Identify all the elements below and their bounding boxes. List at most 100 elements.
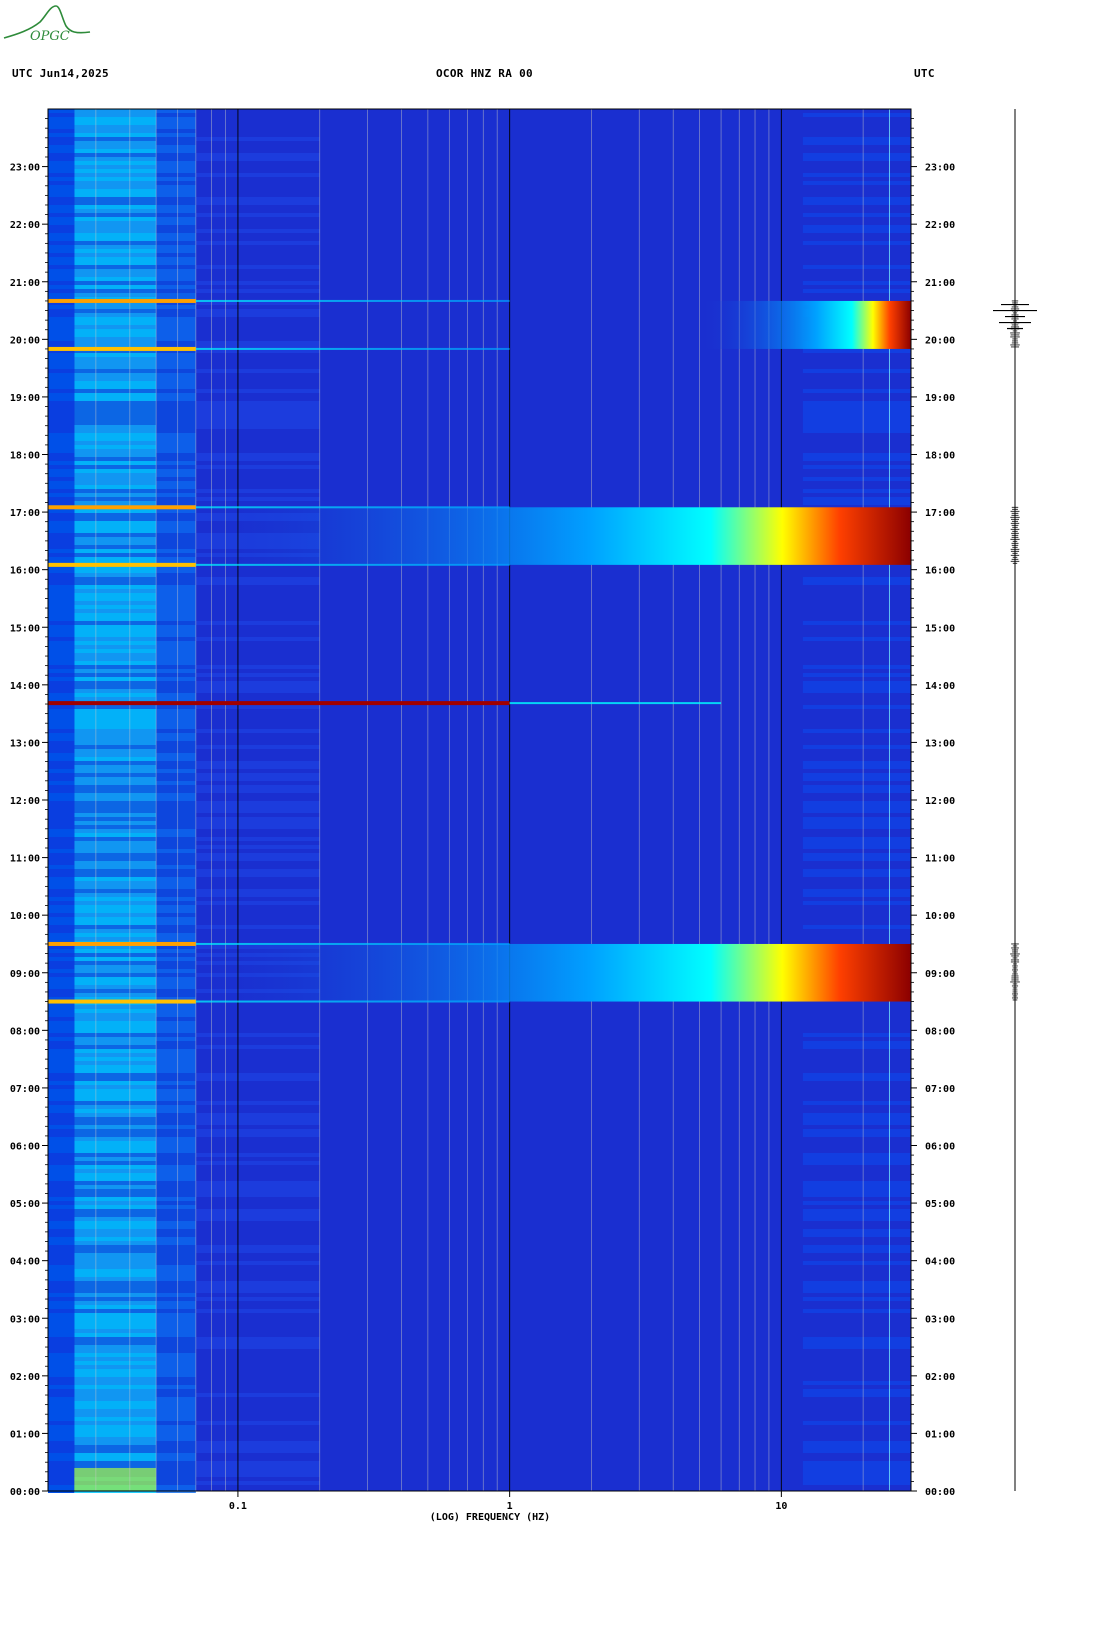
spectrum-row-faint bbox=[195, 1289, 320, 1293]
spectrum-row-low bbox=[74, 489, 157, 493]
spectrum-row-low bbox=[74, 509, 157, 513]
event-band-0 bbox=[195, 943, 911, 1002]
spectrum-row-low bbox=[74, 1157, 157, 1161]
spectrum-row-hf bbox=[802, 925, 911, 929]
spectrum-row-hf bbox=[802, 581, 911, 585]
spectrum-row-low bbox=[74, 1041, 157, 1045]
spectrum-row-edge bbox=[48, 425, 75, 429]
spectrum-row-mid bbox=[156, 1349, 196, 1353]
spectrum-row-mid bbox=[156, 301, 196, 305]
spectrum-row-mid bbox=[156, 1405, 196, 1409]
spectrum-row-mid bbox=[156, 181, 196, 185]
y-tick-label-left: 12:00 bbox=[10, 796, 40, 807]
spectrum-row-mid bbox=[156, 189, 196, 193]
y-tick-label-left: 00:00 bbox=[10, 1487, 40, 1498]
spectrum-row-hf bbox=[802, 893, 911, 897]
spectrum-row-mid bbox=[156, 269, 196, 273]
spectrum-row-edge bbox=[48, 1037, 75, 1041]
spectrum-row-low bbox=[74, 385, 157, 389]
spectrum-row-edge bbox=[48, 1321, 75, 1325]
spectrum-row-faint bbox=[195, 1473, 320, 1477]
spectrum-row-mid bbox=[156, 557, 196, 561]
spectrum-row-mid bbox=[156, 113, 196, 117]
spectrum-row-edge bbox=[48, 545, 75, 549]
spectrum-row-mid bbox=[156, 1093, 196, 1097]
spectrum-row-low bbox=[74, 225, 157, 229]
spectrum-row-low bbox=[74, 869, 157, 873]
spectrum-row-low bbox=[74, 945, 157, 949]
spectrum-row-mid bbox=[156, 989, 196, 993]
spectrum-row-low bbox=[74, 833, 157, 837]
spectrum-row-mid bbox=[156, 1273, 196, 1277]
spectrum-row-low bbox=[74, 1281, 157, 1285]
spectrum-row-low bbox=[74, 181, 157, 185]
spectrum-row-edge bbox=[48, 1413, 75, 1417]
spectrum-row-edge bbox=[48, 221, 75, 225]
spectrum-row-low bbox=[74, 229, 157, 233]
spectrum-row-mid bbox=[156, 441, 196, 445]
spectrum-row-edge bbox=[48, 733, 75, 737]
spectrum-row-low bbox=[74, 125, 157, 129]
spectrum-row-mid bbox=[156, 241, 196, 245]
logo-text: OPGC bbox=[30, 29, 70, 44]
spectrum-row-edge bbox=[48, 753, 75, 757]
spectrum-row-edge bbox=[48, 153, 75, 157]
spectrum-row-edge bbox=[48, 1377, 75, 1381]
spectrum-row-low bbox=[74, 809, 157, 813]
spectrum-row-mid bbox=[156, 765, 196, 769]
spectrum-row-faint bbox=[195, 1161, 320, 1165]
spectrum-row-mid bbox=[156, 1329, 196, 1333]
spectrum-row-edge bbox=[48, 1297, 75, 1301]
spectrum-row-low bbox=[74, 781, 157, 785]
event-line-bottom-2 bbox=[195, 347, 510, 350]
spectrum-row-low bbox=[74, 433, 157, 437]
spectrum-row-edge bbox=[48, 1333, 75, 1337]
seismogram-trace bbox=[993, 109, 1037, 1491]
spectrum-row-edge bbox=[48, 1017, 75, 1021]
spectrum-row-faint bbox=[195, 805, 320, 809]
spectrum-row-mid bbox=[156, 869, 196, 873]
spectrum-row-hf bbox=[802, 1469, 911, 1473]
spectrum-row-mid bbox=[156, 1397, 196, 1401]
spectrum-row-low bbox=[74, 1201, 157, 1205]
spectrum-row-faint bbox=[195, 265, 320, 269]
spectrum-row-mid bbox=[156, 285, 196, 289]
spectrum-row-edge bbox=[48, 765, 75, 769]
spectrum-row-mid bbox=[156, 1257, 196, 1261]
spectrum-row-mid bbox=[156, 353, 196, 357]
spectrum-row-low bbox=[74, 1409, 157, 1413]
spectrum-row-mid bbox=[156, 849, 196, 853]
spectrum-row-low bbox=[74, 825, 157, 829]
spectrum-row-low bbox=[74, 1261, 157, 1265]
spectrum-row-edge bbox=[48, 301, 75, 305]
spectrum-row-mid bbox=[156, 1321, 196, 1325]
spectrum-row-edge bbox=[48, 993, 75, 997]
spectrum-row-edge bbox=[48, 649, 75, 653]
y-tick-label-left: 16:00 bbox=[10, 566, 40, 577]
spectrum-row-hf bbox=[802, 621, 911, 625]
spectrum-row-edge bbox=[48, 381, 75, 385]
spectrum-row-hf bbox=[802, 413, 911, 417]
spectrum-row-edge bbox=[48, 785, 75, 789]
spectrum-row-hf bbox=[802, 1045, 911, 1049]
spectrum-row-mid bbox=[156, 373, 196, 377]
spectrum-row-low bbox=[74, 657, 157, 661]
spectrum-row-edge bbox=[48, 373, 75, 377]
spectrum-row-mid bbox=[156, 157, 196, 161]
spectrum-row-mid bbox=[156, 601, 196, 605]
spectrum-row-faint bbox=[195, 413, 320, 417]
spectrum-row-low bbox=[74, 113, 157, 117]
spectrum-row-edge bbox=[48, 1477, 75, 1481]
spectrum-row-mid bbox=[156, 929, 196, 933]
spectrum-row-edge bbox=[48, 477, 75, 481]
spectrum-row-low bbox=[74, 313, 157, 317]
spectrum-row-mid bbox=[156, 1161, 196, 1165]
spectrum-row-mid bbox=[156, 145, 196, 149]
spectrum-row-edge bbox=[48, 637, 75, 641]
spectrum-row-mid bbox=[156, 177, 196, 181]
spectrum-row-mid bbox=[156, 889, 196, 893]
spectrum-row-low bbox=[74, 1049, 157, 1053]
spectrum-row-mid bbox=[156, 461, 196, 465]
spectrum-row-mid bbox=[156, 325, 196, 329]
spectrum-row-faint bbox=[195, 681, 320, 685]
